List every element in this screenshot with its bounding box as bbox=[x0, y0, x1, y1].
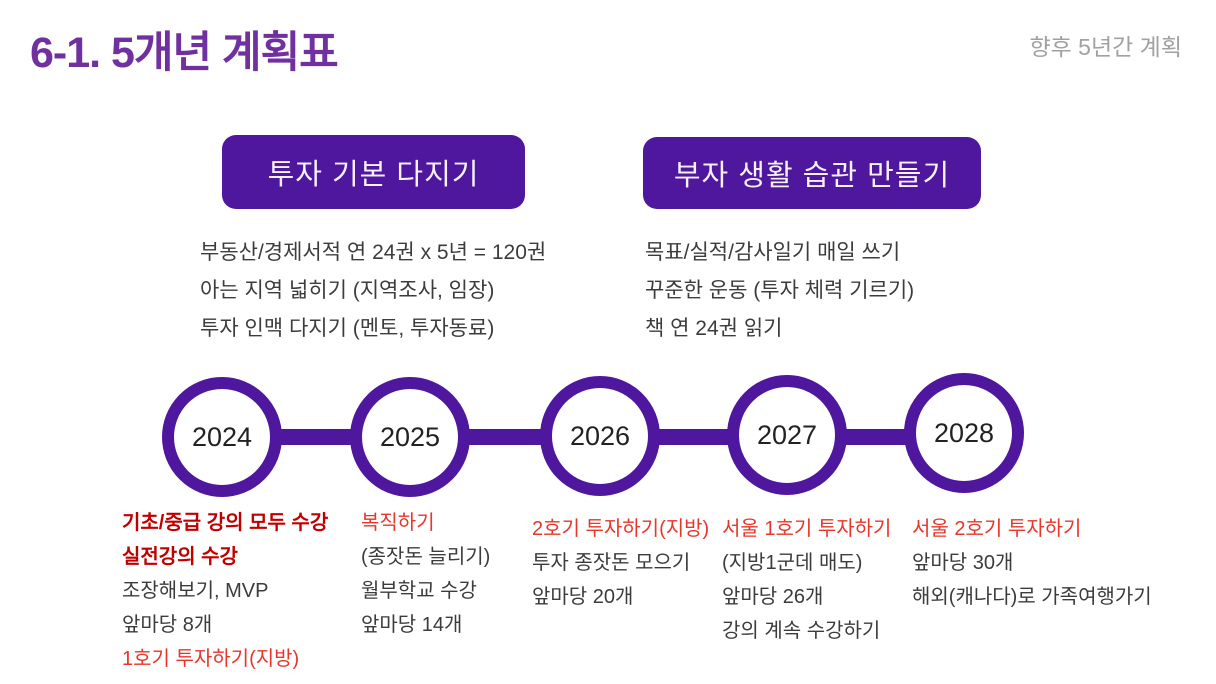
note-line: 앞마당 26개 bbox=[722, 586, 824, 608]
list-item: 부동산/경제서적 연 24권 x 5년 = 120권 bbox=[200, 241, 547, 264]
note-line: (지방1군데 매도) bbox=[722, 552, 863, 574]
year-label: 2024 bbox=[191, 421, 253, 452]
year-label: 2027 bbox=[756, 419, 818, 450]
note-line: 앞마당 8개 bbox=[122, 614, 213, 636]
note-line: 앞마당 14개 bbox=[361, 614, 463, 636]
note-line: 1호기 투자하기(지방) bbox=[122, 648, 300, 670]
timeline-node-2028: 2028 bbox=[904, 373, 1024, 493]
list-item: 아는 지역 넓히기 (지역조사, 임장) bbox=[200, 279, 495, 302]
note-line: 해외(캐나다)로 가족여행가기 bbox=[912, 586, 1152, 608]
list-item: 꾸준한 운동 (투자 체력 기르기) bbox=[645, 279, 915, 302]
note-line: 조장해보기, MVP bbox=[122, 580, 269, 602]
page-title: 6-1. 5개년 계획표 bbox=[30, 29, 339, 77]
note-line: 2호기 투자하기(지방) bbox=[532, 518, 710, 540]
section-heading-rich-habits: 부자 생활 습관 만들기 bbox=[643, 137, 981, 209]
note-line: 앞마당 20개 bbox=[532, 586, 634, 608]
year-label: 2028 bbox=[933, 417, 995, 448]
timeline-notes-2024: 기초/중급 강의 모두 수강 실전강의 수강 조장해보기, MVP 앞마당 8개… bbox=[122, 506, 328, 676]
timeline-notes-2027: 서울 1호기 투자하기 (지방1군데 매도) 앞마당 26개 강의 계속 수강하… bbox=[722, 512, 891, 648]
timeline-notes-2028: 서울 2호기 투자하기 앞마당 30개 해외(캐나다)로 가족여행가기 bbox=[912, 512, 1152, 614]
list-item: 목표/실적/감사일기 매일 쓰기 bbox=[645, 241, 901, 264]
timeline-node-2025: 2025 bbox=[350, 377, 470, 497]
note-line: 복직하기 bbox=[361, 512, 435, 534]
note-line: 투자 종잣돈 모으기 bbox=[532, 552, 691, 574]
note-line: 기초/중급 강의 모두 수강 bbox=[122, 512, 329, 534]
list-item: 책 연 24권 읽기 bbox=[645, 317, 783, 340]
section-list-rich-habits: 목표/실적/감사일기 매일 쓰기 꾸준한 운동 (투자 체력 기르기) 책 연 … bbox=[645, 234, 914, 348]
note-line: 서울 2호기 투자하기 bbox=[912, 518, 1082, 540]
year-label: 2026 bbox=[569, 420, 631, 451]
year-label: 2025 bbox=[379, 421, 441, 452]
note-line: 강의 계속 수강하기 bbox=[722, 620, 881, 642]
note-line: (종잣돈 늘리기) bbox=[361, 546, 491, 568]
header-note: 향후 5년간 계획 bbox=[1029, 34, 1182, 60]
timeline-notes-2026: 2호기 투자하기(지방) 투자 종잣돈 모으기 앞마당 20개 bbox=[532, 512, 709, 614]
timeline-node-2024: 2024 bbox=[162, 377, 282, 497]
section-heading-invest-basics: 투자 기본 다지기 bbox=[222, 135, 525, 209]
timeline-node-2027: 2027 bbox=[727, 375, 847, 495]
note-line: 서울 1호기 투자하기 bbox=[722, 518, 892, 540]
note-line: 앞마당 30개 bbox=[912, 552, 1014, 574]
note-line: 월부학교 수강 bbox=[361, 580, 477, 602]
note-line: 실전강의 수강 bbox=[122, 546, 238, 568]
timeline-notes-2025: 복직하기 (종잣돈 늘리기) 월부학교 수강 앞마당 14개 bbox=[361, 506, 490, 642]
list-item: 투자 인맥 다지기 (멘토, 투자동료) bbox=[200, 317, 495, 340]
timeline-node-2026: 2026 bbox=[540, 376, 660, 496]
section-list-invest-basics: 부동산/경제서적 연 24권 x 5년 = 120권 아는 지역 넓히기 (지역… bbox=[200, 234, 546, 348]
